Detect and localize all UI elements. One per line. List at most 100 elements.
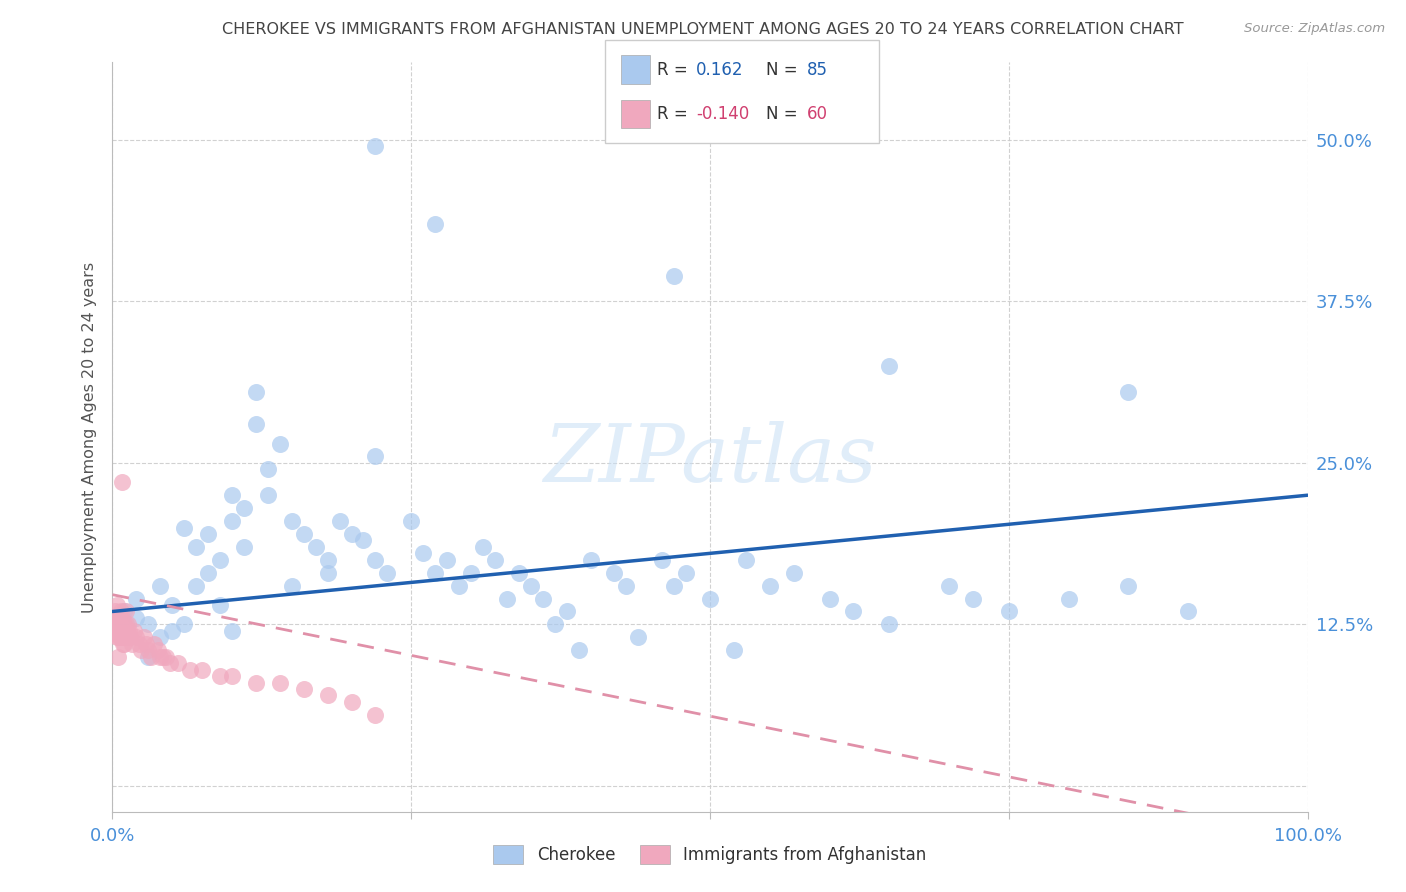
- Point: [664, 579, 686, 593]
- Point: [115, 630, 138, 644]
- Point: [162, 598, 183, 612]
- Point: [316, 689, 339, 703]
- Point: [401, 514, 423, 528]
- Point: [675, 566, 697, 580]
- Point: [364, 139, 387, 153]
- Point: [879, 617, 901, 632]
- Point: [962, 591, 984, 606]
- Point: [114, 605, 136, 619]
- Point: [105, 624, 128, 638]
- Text: N =: N =: [766, 61, 797, 78]
- Point: [162, 624, 183, 638]
- Point: [167, 656, 190, 670]
- Point: [108, 611, 131, 625]
- Point: [257, 462, 280, 476]
- Point: [782, 566, 804, 580]
- Point: [1177, 605, 1199, 619]
- Point: [114, 617, 135, 632]
- Point: [1118, 384, 1140, 399]
- Point: [305, 540, 328, 554]
- Text: R =: R =: [657, 105, 688, 123]
- Point: [111, 475, 134, 490]
- Point: [555, 605, 578, 619]
- Point: [759, 579, 782, 593]
- Point: [364, 553, 387, 567]
- Point: [105, 611, 128, 625]
- Point: [436, 553, 458, 567]
- Point: [879, 359, 901, 373]
- Point: [651, 553, 673, 567]
- Text: CHEROKEE VS IMMIGRANTS FROM AFGHANISTAN UNEMPLOYMENT AMONG AGES 20 TO 24 YEARS C: CHEROKEE VS IMMIGRANTS FROM AFGHANISTAN …: [222, 22, 1184, 37]
- Point: [120, 630, 142, 644]
- Text: Source: ZipAtlas.com: Source: ZipAtlas.com: [1244, 22, 1385, 36]
- Point: [197, 527, 219, 541]
- Point: [245, 417, 267, 432]
- Point: [107, 630, 129, 644]
- Point: [173, 617, 195, 632]
- Point: [316, 566, 339, 580]
- Point: [520, 579, 543, 593]
- Point: [209, 553, 232, 567]
- Point: [118, 624, 141, 638]
- Point: [1118, 579, 1140, 593]
- Point: [132, 630, 155, 644]
- Point: [292, 681, 315, 696]
- Point: [364, 450, 387, 464]
- Point: [111, 630, 134, 644]
- Point: [292, 527, 315, 541]
- Point: [117, 617, 139, 632]
- Point: [115, 624, 138, 638]
- Point: [114, 617, 136, 632]
- Point: [938, 579, 960, 593]
- Text: 0.162: 0.162: [696, 61, 744, 78]
- Point: [998, 605, 1021, 619]
- Point: [125, 591, 148, 606]
- Point: [233, 501, 256, 516]
- Point: [152, 649, 174, 664]
- Point: [112, 630, 135, 644]
- Point: [114, 605, 135, 619]
- Point: [723, 643, 745, 657]
- Point: [221, 624, 243, 638]
- Point: [209, 669, 232, 683]
- Point: [105, 617, 128, 632]
- Point: [484, 553, 506, 567]
- Point: [221, 514, 243, 528]
- Point: [221, 488, 243, 502]
- Point: [664, 268, 686, 283]
- Point: [425, 217, 447, 231]
- Point: [125, 611, 148, 625]
- Point: [281, 579, 304, 593]
- Point: [579, 553, 602, 567]
- Point: [112, 617, 135, 632]
- Point: [129, 643, 152, 657]
- Point: [340, 527, 363, 541]
- Point: [128, 637, 150, 651]
- Point: [149, 579, 172, 593]
- Point: [114, 630, 135, 644]
- Point: [114, 624, 135, 638]
- Point: [114, 637, 135, 651]
- Point: [191, 663, 214, 677]
- Point: [531, 591, 554, 606]
- Point: [568, 643, 591, 657]
- Point: [186, 540, 208, 554]
- Point: [135, 637, 157, 651]
- Point: [603, 566, 626, 580]
- Point: [143, 637, 166, 651]
- Point: [149, 630, 172, 644]
- Point: [108, 630, 131, 644]
- Point: [122, 624, 145, 638]
- Point: [269, 675, 291, 690]
- Point: [233, 540, 256, 554]
- Point: [460, 566, 482, 580]
- Point: [138, 649, 160, 664]
- Text: N =: N =: [766, 105, 797, 123]
- Point: [245, 675, 267, 690]
- Point: [197, 566, 219, 580]
- Point: [138, 617, 160, 632]
- Point: [447, 579, 470, 593]
- Y-axis label: Unemployment Among Ages 20 to 24 years: Unemployment Among Ages 20 to 24 years: [82, 261, 97, 613]
- Point: [179, 663, 201, 677]
- Point: [281, 514, 304, 528]
